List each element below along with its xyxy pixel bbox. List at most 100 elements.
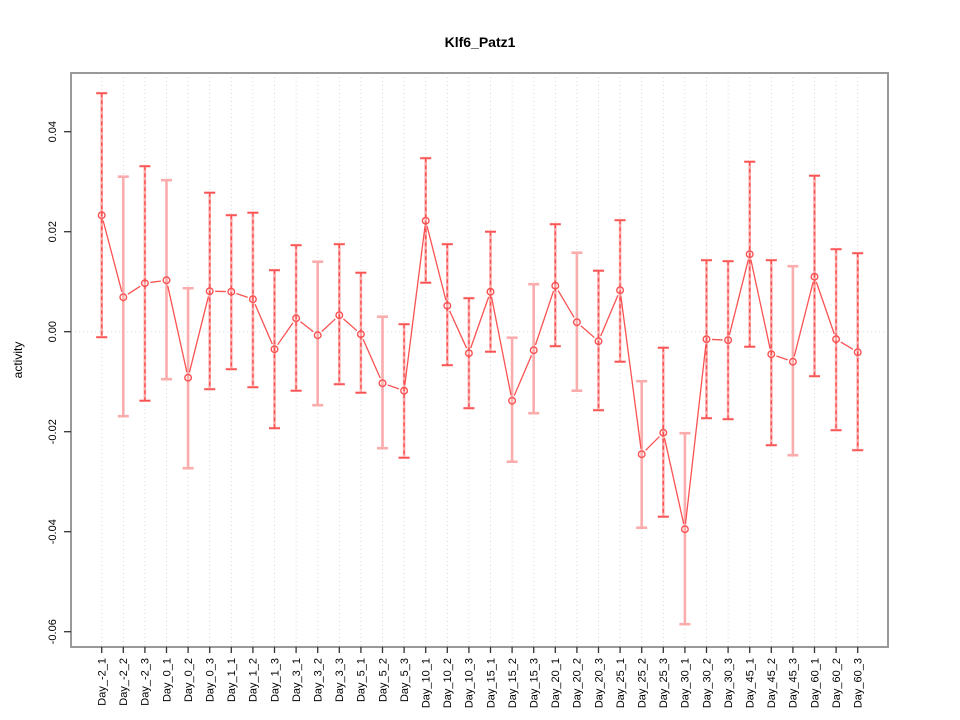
series-line-segment (684, 344, 707, 524)
series-line-segment (513, 355, 533, 396)
data-point-marker (162, 276, 171, 285)
data-point-marker (724, 336, 733, 345)
series-line-segment (127, 285, 141, 295)
data-point-marker (119, 293, 128, 302)
x-tick-label: Day_3_3 (334, 658, 346, 702)
series-line-segment (793, 281, 814, 357)
series-line-segment (490, 296, 512, 396)
x-tick-label: Day_45_3 (788, 658, 800, 708)
x-tick-label: Day_10_1 (421, 658, 433, 708)
data-point-marker (788, 357, 797, 366)
data-point-marker (508, 396, 517, 405)
series-line-segment (167, 285, 188, 373)
data-point-marker (616, 286, 625, 295)
series-line-segment (387, 384, 400, 390)
series-line-segment (776, 355, 788, 361)
data-point-marker (335, 311, 344, 320)
data-point-marker (853, 348, 862, 357)
data-point-marker (443, 301, 452, 310)
data-point-marker (832, 335, 841, 344)
x-tick-label: Day_0_3 (205, 658, 217, 702)
series-line-segment (404, 226, 426, 386)
data-point-marker (356, 330, 365, 339)
x-tick-label: Day_15_3 (529, 658, 541, 708)
series-line-segment (840, 341, 854, 350)
plot-frame (70, 72, 889, 648)
y-tick-label: -0.02 (47, 419, 59, 444)
series-line-segment (600, 295, 619, 337)
x-tick-label: Day_-2_3 (140, 658, 152, 706)
x-tick-label: Day_10_3 (464, 658, 476, 708)
series-line-segment (470, 296, 490, 349)
data-point-marker (292, 314, 301, 323)
x-tick-label: Day_3_1 (291, 658, 303, 702)
data-point-marker (659, 428, 668, 437)
x-tick-label: Day_1_2 (248, 658, 260, 702)
x-tick-label: Day_-2_2 (118, 658, 130, 706)
series-line-segment (663, 437, 685, 524)
x-tick-label: Day_45_2 (766, 658, 778, 708)
x-tick-label: Day_60_3 (853, 658, 865, 708)
x-tick-label: Day_30_3 (723, 658, 735, 708)
series-line-segment (645, 436, 660, 451)
series-line-segment (557, 290, 575, 318)
x-tick-label: Day_60_2 (831, 658, 843, 708)
x-tick-label: Day_0_1 (161, 658, 173, 702)
series-line-segment (620, 295, 642, 449)
data-point-marker (680, 525, 689, 534)
x-tick-label: Day_20_2 (572, 658, 584, 708)
series-line-segment (426, 225, 447, 301)
x-tick-label: Day_15_2 (507, 658, 519, 708)
data-point-marker (313, 331, 322, 340)
x-tick-label: Day_30_1 (680, 658, 692, 708)
data-point-marker (270, 345, 279, 354)
x-tick-label: Day_10_2 (442, 658, 454, 708)
series-line-segment (448, 310, 468, 349)
series-line-segment (815, 281, 835, 335)
series-line-segment (534, 290, 555, 346)
chart-title: Klf6_Patz1 (445, 34, 516, 50)
data-point-marker (551, 281, 560, 290)
x-tick-label: Day_25_3 (658, 658, 670, 708)
series-line-segment (728, 259, 749, 336)
x-tick-label: Day_5_2 (377, 658, 389, 702)
data-point-marker (486, 287, 495, 296)
data-point-marker (400, 386, 409, 395)
x-tick-label: Day_30_2 (701, 658, 713, 708)
x-tick-label: Day_25_2 (637, 658, 649, 708)
data-point-marker (205, 287, 214, 296)
x-tick-label: Day_3_2 (313, 658, 325, 702)
series-line-segment (343, 318, 358, 332)
series-line-segment (750, 259, 771, 349)
x-tick-label: Day_1_3 (269, 658, 281, 702)
data-point-marker (572, 318, 581, 327)
x-tick-label: Day_20_1 (550, 658, 562, 708)
plot-area: 0.04 0.02 0.00 -0.02 -0.04 -0.06 Day_-2_1 Day_-… (47, 72, 889, 708)
y-axis-label: activity (11, 342, 25, 379)
x-tick-label: Day_20_3 (593, 658, 605, 708)
series-line-segment (300, 321, 314, 333)
x-tick-label: Day_45_1 (745, 658, 757, 708)
data-point-marker (421, 216, 430, 225)
data-point-marker (464, 349, 473, 358)
x-tick-label: Day_0_2 (183, 658, 195, 702)
data-point-marker (767, 350, 776, 359)
data-point-marker (97, 211, 106, 220)
series-line-segment (188, 296, 209, 373)
data-point-marker (378, 379, 387, 388)
y-tick-label: -0.04 (47, 519, 59, 544)
series-line-segment (277, 322, 294, 346)
x-tick-label: Day_15_1 (485, 658, 497, 708)
x-tick-label: Day_60_1 (809, 658, 821, 708)
series-line-segment (236, 292, 248, 299)
series-line-segment (150, 280, 162, 284)
x-tick-label: Day_5_1 (356, 658, 368, 702)
y-tick-label: 0.02 (47, 221, 59, 242)
data-point-marker (702, 335, 711, 344)
series-line-segment (102, 220, 123, 293)
data-point-marker (529, 346, 538, 355)
series-line-segment (362, 338, 381, 379)
y-tick-label: 0.04 (47, 121, 59, 142)
data-point-marker (810, 272, 819, 281)
